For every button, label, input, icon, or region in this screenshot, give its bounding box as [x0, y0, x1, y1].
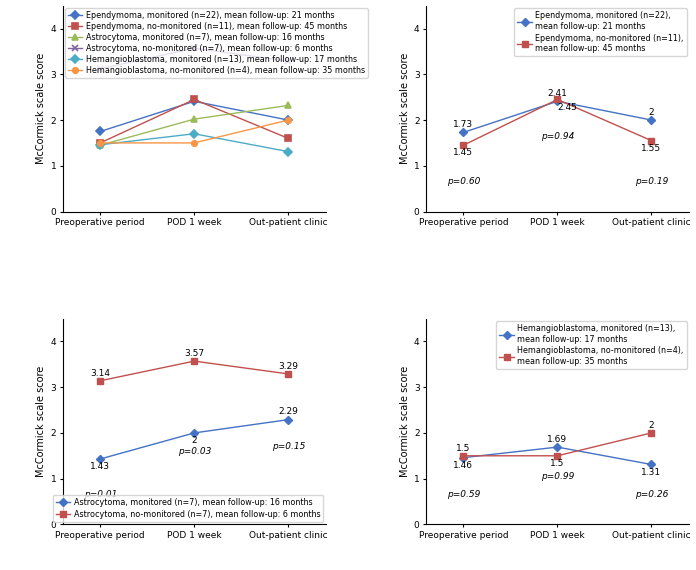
Legend: Astrocytoma, monitored (n=7), mean follow-up: 16 months, Astrocytoma, no-monitor: Astrocytoma, monitored (n=7), mean follo… — [53, 495, 324, 522]
Legend: Ependymoma, monitored (n=22),
mean follow-up: 21 months, Ependymoma, no-monitore: Ependymoma, monitored (n=22), mean follo… — [514, 8, 687, 56]
Line: Astrocytoma, no-monitored (n=7), mean follow-up: 6 months: Astrocytoma, no-monitored (n=7), mean fo… — [97, 45, 292, 72]
Line: Astrocytoma, no-monitored (n=7), mean follow-up: 6 months: Astrocytoma, no-monitored (n=7), mean fo… — [97, 359, 291, 384]
Text: 1.5: 1.5 — [551, 459, 564, 468]
Hemangioblastoma, monitored (n=13), mean follow-up: 17 months: (0, 1.46): 17 months: (0, 1.46) — [96, 141, 104, 148]
Line: Ependymoma, monitored (n=22), mean follow-up: 21 months: Ependymoma, monitored (n=22), mean follo… — [97, 99, 291, 135]
Text: 2: 2 — [191, 436, 197, 445]
Text: 2.41: 2.41 — [548, 89, 567, 98]
Astrocytoma, no-monitored (n=7), mean follow-up: 6 months: (2, 3.29): 6 months: (2, 3.29) — [284, 58, 292, 64]
Text: 1.31: 1.31 — [642, 467, 661, 477]
Hemangioblastoma, monitored (n=13), mean follow-up: 17 months: (2, 1.31): 17 months: (2, 1.31) — [284, 148, 292, 155]
Ependymoma, monitored (n=22),
mean follow-up: 21 months: (0, 1.73): 21 months: (0, 1.73) — [459, 129, 468, 136]
Text: 2: 2 — [649, 108, 654, 117]
Ependymoma, no-monitored (n=11),
mean follow-up: 45 months: (2, 1.55): 45 months: (2, 1.55) — [647, 137, 656, 144]
Ependymoma, monitored (n=22), mean follow-up: 21 months: (0, 1.75): 21 months: (0, 1.75) — [96, 128, 104, 135]
Text: p=0.03: p=0.03 — [177, 447, 211, 456]
Text: 3.57: 3.57 — [184, 349, 205, 358]
Text: p=0.15: p=0.15 — [271, 442, 305, 451]
Hemangioblastoma, monitored (n=13),
mean follow-up: 17 months: (0, 1.46): 17 months: (0, 1.46) — [459, 454, 468, 461]
Text: 3.14: 3.14 — [90, 369, 110, 377]
Text: 1.43: 1.43 — [90, 462, 110, 471]
Y-axis label: McCormick scale score: McCormick scale score — [400, 53, 410, 164]
Astrocytoma, monitored (n=7), mean follow-up: 16 months: (0, 1.45): 16 months: (0, 1.45) — [96, 142, 104, 149]
Text: 2.29: 2.29 — [278, 408, 298, 417]
Legend: Hemangioblastoma, monitored (n=13),
mean follow-up: 17 months, Hemangioblastoma,: Hemangioblastoma, monitored (n=13), mean… — [496, 321, 687, 369]
Astrocytoma, monitored (n=7), mean follow-up: 16 months: (2, 2.29): 16 months: (2, 2.29) — [284, 416, 292, 423]
Ependymoma, monitored (n=22),
mean follow-up: 21 months: (2, 2): 21 months: (2, 2) — [647, 117, 656, 124]
Astrocytoma, monitored (n=7), mean follow-up: 16 months: (1, 2): 16 months: (1, 2) — [190, 430, 198, 437]
Ependymoma, monitored (n=22),
mean follow-up: 21 months: (1, 2.41): 21 months: (1, 2.41) — [553, 98, 562, 105]
Astrocytoma, monitored (n=7), mean follow-up: 16 months: (0, 1.43): 16 months: (0, 1.43) — [96, 455, 104, 462]
Astrocytoma, no-monitored (n=7), mean follow-up: 6 months: (0, 3.14): 6 months: (0, 3.14) — [96, 377, 104, 384]
Text: 1.73: 1.73 — [453, 120, 473, 129]
Text: p=0.59: p=0.59 — [447, 490, 480, 499]
Text: 1.5: 1.5 — [457, 443, 470, 453]
Text: 1.55: 1.55 — [642, 144, 661, 153]
Line: Astrocytoma, monitored (n=7), mean follow-up: 16 months: Astrocytoma, monitored (n=7), mean follo… — [97, 103, 291, 148]
Text: p=0.19: p=0.19 — [635, 177, 668, 186]
Line: Astrocytoma, monitored (n=7), mean follow-up: 16 months: Astrocytoma, monitored (n=7), mean follo… — [97, 417, 291, 462]
Line: Hemangioblastoma, monitored (n=13), mean follow-up: 17 months: Hemangioblastoma, monitored (n=13), mean… — [97, 131, 291, 154]
Line: Hemangioblastoma, no-monitored (n=4),
mean follow-up: 35 months: Hemangioblastoma, no-monitored (n=4), me… — [461, 430, 654, 459]
Text: p=0.01: p=0.01 — [84, 490, 117, 499]
Ependymoma, monitored (n=22), mean follow-up: 21 months: (1, 2.41): 21 months: (1, 2.41) — [190, 98, 198, 105]
Y-axis label: McCormick scale score: McCormick scale score — [36, 53, 47, 164]
Line: Ependymoma, no-monitored (n=11),
mean follow-up: 45 months: Ependymoma, no-monitored (n=11), mean fo… — [461, 97, 654, 148]
Ependymoma, no-monitored (n=11),
mean follow-up: 45 months: (0, 1.45): 45 months: (0, 1.45) — [459, 142, 468, 149]
Legend: Ependymoma, monitored (n=22), mean follow-up: 21 months, Ependymoma, no-monitore: Ependymoma, monitored (n=22), mean follo… — [65, 8, 367, 78]
Text: p=0.26: p=0.26 — [635, 490, 668, 499]
Ependymoma, monitored (n=22), mean follow-up: 21 months: (2, 2): 21 months: (2, 2) — [284, 117, 292, 124]
Astrocytoma, no-monitored (n=7), mean follow-up: 6 months: (1, 3.57): 6 months: (1, 3.57) — [190, 358, 198, 365]
Hemangioblastoma, no-monitored (n=4), mean follow-up: 35 months: (1, 1.5): 35 months: (1, 1.5) — [190, 140, 198, 146]
Hemangioblastoma, monitored (n=13),
mean follow-up: 17 months: (2, 1.31): 17 months: (2, 1.31) — [647, 461, 656, 468]
Text: 1.46: 1.46 — [454, 461, 473, 470]
Ependymoma, no-monitored (n=11),
mean follow-up: 45 months: (1, 2.45): 45 months: (1, 2.45) — [553, 96, 562, 103]
Hemangioblastoma, monitored (n=13), mean follow-up: 17 months: (1, 1.7): 17 months: (1, 1.7) — [190, 131, 198, 137]
Astrocytoma, no-monitored (n=7), mean follow-up: 6 months: (1, 3.57): 6 months: (1, 3.57) — [190, 45, 198, 52]
Text: 2.45: 2.45 — [557, 103, 577, 112]
Text: p=0.99: p=0.99 — [541, 472, 574, 481]
Hemangioblastoma, monitored (n=13),
mean follow-up: 17 months: (1, 1.69): 17 months: (1, 1.69) — [553, 443, 562, 450]
Line: Ependymoma, monitored (n=22),
mean follow-up: 21 months: Ependymoma, monitored (n=22), mean follo… — [461, 99, 654, 135]
Text: p=0.94: p=0.94 — [541, 132, 574, 141]
Hemangioblastoma, no-monitored (n=4),
mean follow-up: 35 months: (1, 1.5): 35 months: (1, 1.5) — [553, 453, 562, 459]
Ependymoma, no-monitored (n=11), mean follow-up: 45 months: (2, 1.6): 45 months: (2, 1.6) — [284, 135, 292, 142]
Line: Hemangioblastoma, monitored (n=13),
mean follow-up: 17 months: Hemangioblastoma, monitored (n=13), mean… — [461, 445, 654, 467]
Astrocytoma, no-monitored (n=7), mean follow-up: 6 months: (2, 3.29): 6 months: (2, 3.29) — [284, 370, 292, 377]
Text: 1.45: 1.45 — [454, 148, 473, 157]
Ependymoma, no-monitored (n=11), mean follow-up: 45 months: (0, 1.5): 45 months: (0, 1.5) — [96, 140, 104, 146]
Ependymoma, no-monitored (n=11), mean follow-up: 45 months: (1, 2.45): 45 months: (1, 2.45) — [190, 96, 198, 103]
Astrocytoma, no-monitored (n=7), mean follow-up: 6 months: (0, 3.12): 6 months: (0, 3.12) — [96, 66, 104, 72]
Hemangioblastoma, no-monitored (n=4), mean follow-up: 35 months: (0, 1.5): 35 months: (0, 1.5) — [96, 140, 104, 146]
Astrocytoma, monitored (n=7), mean follow-up: 16 months: (2, 2.32): 16 months: (2, 2.32) — [284, 102, 292, 109]
Text: 1.69: 1.69 — [547, 435, 567, 444]
Hemangioblastoma, no-monitored (n=4), mean follow-up: 35 months: (2, 2): 35 months: (2, 2) — [284, 117, 292, 124]
Astrocytoma, monitored (n=7), mean follow-up: 16 months: (1, 2.02): 16 months: (1, 2.02) — [190, 116, 198, 123]
Line: Ependymoma, no-monitored (n=11), mean follow-up: 45 months: Ependymoma, no-monitored (n=11), mean fo… — [97, 97, 291, 146]
Text: 3.29: 3.29 — [278, 362, 298, 370]
Hemangioblastoma, no-monitored (n=4),
mean follow-up: 35 months: (0, 1.5): 35 months: (0, 1.5) — [459, 453, 468, 459]
Text: p=0.60: p=0.60 — [447, 177, 480, 186]
Hemangioblastoma, no-monitored (n=4),
mean follow-up: 35 months: (2, 2): 35 months: (2, 2) — [647, 430, 656, 437]
Y-axis label: McCormick scale score: McCormick scale score — [36, 366, 47, 477]
Line: Hemangioblastoma, no-monitored (n=4), mean follow-up: 35 months: Hemangioblastoma, no-monitored (n=4), me… — [97, 117, 291, 146]
Y-axis label: McCormick scale score: McCormick scale score — [400, 366, 410, 477]
Text: 2: 2 — [649, 421, 654, 430]
